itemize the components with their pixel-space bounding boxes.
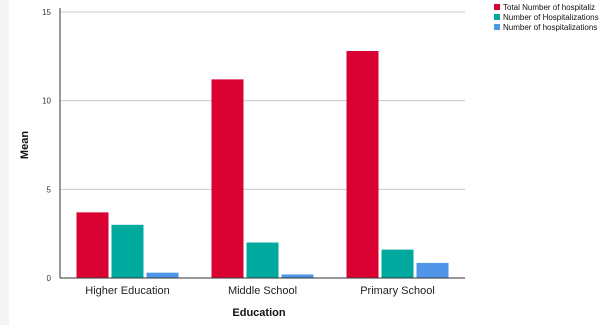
- legend-item: Total Number of hospitaliz: [494, 2, 615, 12]
- y-axis-title: Mean: [19, 131, 31, 159]
- bar: [346, 51, 379, 278]
- gridlines: [60, 11, 465, 190]
- x-axis-title: Education: [232, 307, 285, 319]
- left-margin-strip: [0, 0, 9, 325]
- legend-label: Number of hospitalizations: [503, 22, 598, 32]
- y-tick-label: 0: [47, 274, 52, 283]
- x-category-label: Middle School: [228, 285, 297, 297]
- legend-label: Total Number of hospitaliz: [503, 2, 596, 12]
- bar: [381, 249, 414, 278]
- bar: [416, 262, 449, 278]
- legend-item: Number of Hospitalizations: [494, 12, 615, 22]
- bar: [146, 272, 179, 278]
- legend-label: Number of Hospitalizations: [503, 12, 599, 22]
- bar: [111, 224, 144, 278]
- legend-swatch: [494, 24, 500, 30]
- legend-swatch: [494, 4, 500, 10]
- bar: [76, 212, 109, 278]
- bar: [246, 242, 279, 278]
- legend-swatch: [494, 14, 500, 20]
- axes: 0 5 10 15 Higher Education Middle School Prima…: [42, 8, 465, 297]
- legend-item: Number of hospitalizations: [494, 22, 615, 32]
- y-tick-label: 10: [42, 97, 51, 106]
- x-category-label: Higher Education: [85, 285, 169, 297]
- legend: Total Number of hospitaliz Number of Hosp…: [494, 2, 615, 32]
- y-tick-label: 15: [42, 8, 51, 17]
- x-category-label: Primary School: [360, 285, 435, 297]
- y-tick-label: 5: [47, 185, 52, 194]
- bar: [281, 274, 314, 278]
- bars: [76, 51, 449, 279]
- bar: [211, 79, 244, 279]
